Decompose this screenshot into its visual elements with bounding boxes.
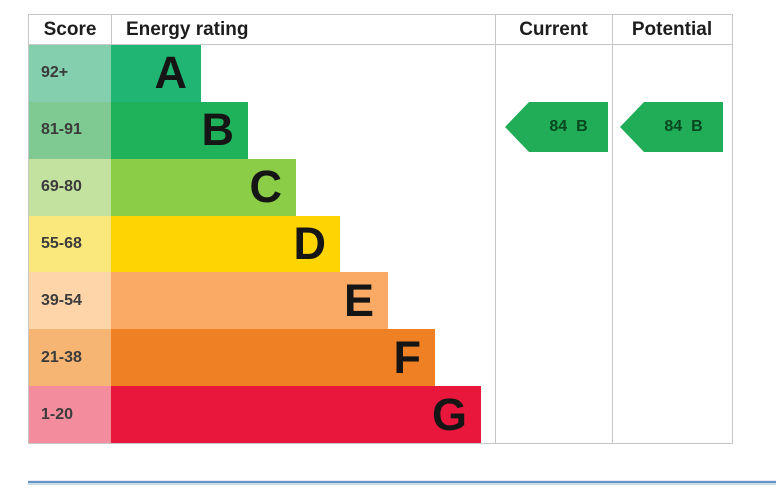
band-rows: 92+ A 81-91 B 69-80 C 55-68 D 39-54 E 21-38 F 1-20 G xyxy=(29,45,732,444)
score-range-label: 81-91 xyxy=(29,101,111,159)
band-row-d: 55-68 D xyxy=(29,215,732,273)
potential-column-header: Potential xyxy=(631,18,713,40)
bottom-divider-rule xyxy=(28,480,776,485)
band-bar-g: G xyxy=(111,386,481,444)
score-range-label: 21-38 xyxy=(29,329,111,387)
band-row-a: 92+ A xyxy=(29,45,732,102)
potential-rating-arrow: 84 B xyxy=(620,102,723,152)
energy-rating-column-header: Energy rating xyxy=(126,18,249,40)
potential-rating-value: 84 B xyxy=(644,102,723,152)
chart-header-row: Score Energy rating Current Potential xyxy=(29,15,732,45)
current-column-divider xyxy=(495,15,496,443)
score-range-label: 92+ xyxy=(29,45,111,102)
current-column-header: Current xyxy=(519,18,588,40)
band-bar-c: C xyxy=(111,158,296,216)
potential-score: 84 xyxy=(664,118,683,135)
band-bar-e: E xyxy=(111,272,388,330)
band-row-e: 39-54 E xyxy=(29,272,732,330)
epc-rating-chart: Score Energy rating Current Potential 92… xyxy=(28,14,733,444)
score-range-label: 1-20 xyxy=(29,386,111,444)
band-row-f: 21-38 F xyxy=(29,329,732,387)
band-row-g: 1-20 G xyxy=(29,386,732,444)
band-row-c: 69-80 C xyxy=(29,158,732,216)
band-bar-d: D xyxy=(111,215,340,273)
arrow-left-point-icon xyxy=(505,102,529,152)
score-range-label: 69-80 xyxy=(29,158,111,216)
score-range-label: 55-68 xyxy=(29,215,111,273)
current-rating-value: 84 B xyxy=(529,102,608,152)
score-column-divider xyxy=(111,15,112,44)
potential-column-divider xyxy=(612,15,613,443)
score-range-label: 39-54 xyxy=(29,272,111,330)
band-row-b: 81-91 B xyxy=(29,101,732,159)
current-score: 84 xyxy=(549,118,568,135)
arrow-left-point-icon xyxy=(620,102,644,152)
band-bar-a: A xyxy=(111,45,201,102)
band-bar-f: F xyxy=(111,329,435,387)
current-band: B xyxy=(576,118,588,135)
score-column-header: Score xyxy=(43,18,97,40)
potential-band: B xyxy=(691,118,703,135)
band-bar-b: B xyxy=(111,101,248,159)
current-rating-arrow: 84 B xyxy=(505,102,608,152)
